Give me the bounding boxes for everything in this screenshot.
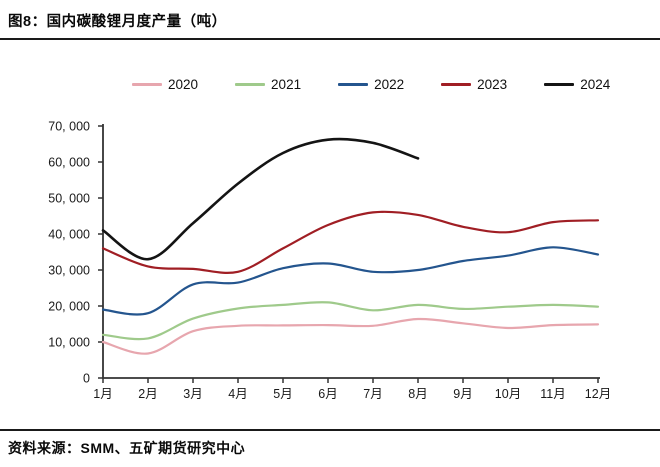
x-axis-label: 6月 xyxy=(318,387,337,401)
x-axis-label: 10月 xyxy=(495,387,521,401)
data-source: 资料来源：SMM、五矿期货研究中心 xyxy=(8,440,246,456)
x-axis-label: 9月 xyxy=(453,387,472,401)
series-line-2024 xyxy=(101,137,420,261)
series-line-2022 xyxy=(101,246,600,316)
y-axis-label: 20, 000 xyxy=(48,300,90,314)
top-divider xyxy=(0,38,660,40)
x-axis-label: 8月 xyxy=(408,387,427,401)
x-axis-labels: 1月 2月 3月 4月 5月 6月 7月 8月 9月 10月 11月 12月 xyxy=(93,378,611,401)
x-axis-label: 4月 xyxy=(228,387,247,401)
legend-item-2022: 2022 xyxy=(338,77,404,92)
legend-swatch-2021 xyxy=(235,83,266,86)
figure-title: 图8：国内碳酸锂月度产量（吨） xyxy=(8,14,227,30)
x-axis-label: 1月 xyxy=(93,387,112,401)
legend-swatch-2023 xyxy=(441,83,472,86)
legend-label: 2022 xyxy=(374,77,405,92)
bottom-divider xyxy=(0,429,660,431)
series-line-2021 xyxy=(101,301,600,341)
legend-item-2024: 2024 xyxy=(544,77,610,92)
series-line-2020 xyxy=(101,317,600,355)
x-axis-label: 5月 xyxy=(273,387,292,401)
legend-swatch-2022 xyxy=(338,83,369,86)
legend-item-2023: 2023 xyxy=(441,77,507,92)
chart-legend: 2020 2021 2022 2023 2024 xyxy=(132,77,610,92)
y-axis-label: 60, 000 xyxy=(48,156,90,170)
legend-label: 2021 xyxy=(271,77,302,92)
x-axis-label: 11月 xyxy=(540,387,565,401)
y-axis-label: 10, 000 xyxy=(48,336,90,350)
y-axis-label: 40, 000 xyxy=(48,228,90,242)
x-axis-label: 2月 xyxy=(138,387,157,401)
y-axis-labels: 0 10, 000 20, 000 30, 000 40, 000 50, 000 60, … xyxy=(48,120,103,386)
legend-label: 2023 xyxy=(477,77,508,92)
legend-swatch-2024 xyxy=(544,83,575,86)
y-axis-label: 30, 000 xyxy=(48,264,90,278)
x-axis-label: 3月 xyxy=(183,387,202,401)
y-axis-label: 70, 000 xyxy=(48,120,90,134)
legend-label: 2024 xyxy=(580,77,611,92)
series-line-2023 xyxy=(101,210,600,275)
x-axis-label: 7月 xyxy=(363,387,382,401)
y-axis-label: 0 xyxy=(83,372,90,386)
legend-label: 2020 xyxy=(168,77,199,92)
legend-item-2020: 2020 xyxy=(132,77,198,92)
legend-item-2021: 2021 xyxy=(235,77,301,92)
x-axis-label: 12月 xyxy=(585,387,611,401)
legend-swatch-2020 xyxy=(132,83,162,86)
y-axis-label: 50, 000 xyxy=(48,192,90,206)
series-lines xyxy=(101,137,600,355)
